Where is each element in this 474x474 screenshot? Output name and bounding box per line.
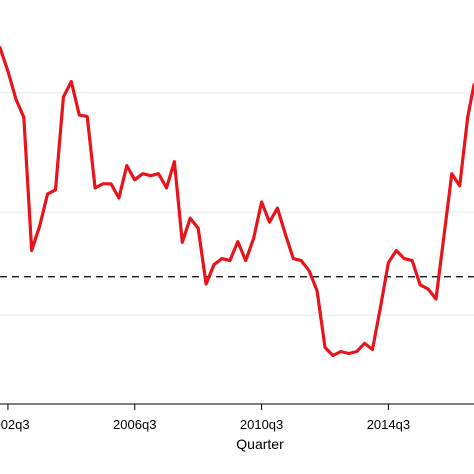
gridlines	[0, 92, 474, 316]
x-tick-label: 2014q3	[367, 417, 410, 432]
x-axis-title: Quarter	[236, 436, 284, 452]
x-axis-ticks: 2002q3 2006q3 2010q3 2014q3	[0, 404, 410, 432]
x-tick-label: 2006q3	[113, 417, 156, 432]
series-line	[0, 46, 474, 358]
x-tick-label: 2002q3	[0, 417, 30, 432]
x-tick-label: 2010q3	[240, 417, 283, 432]
